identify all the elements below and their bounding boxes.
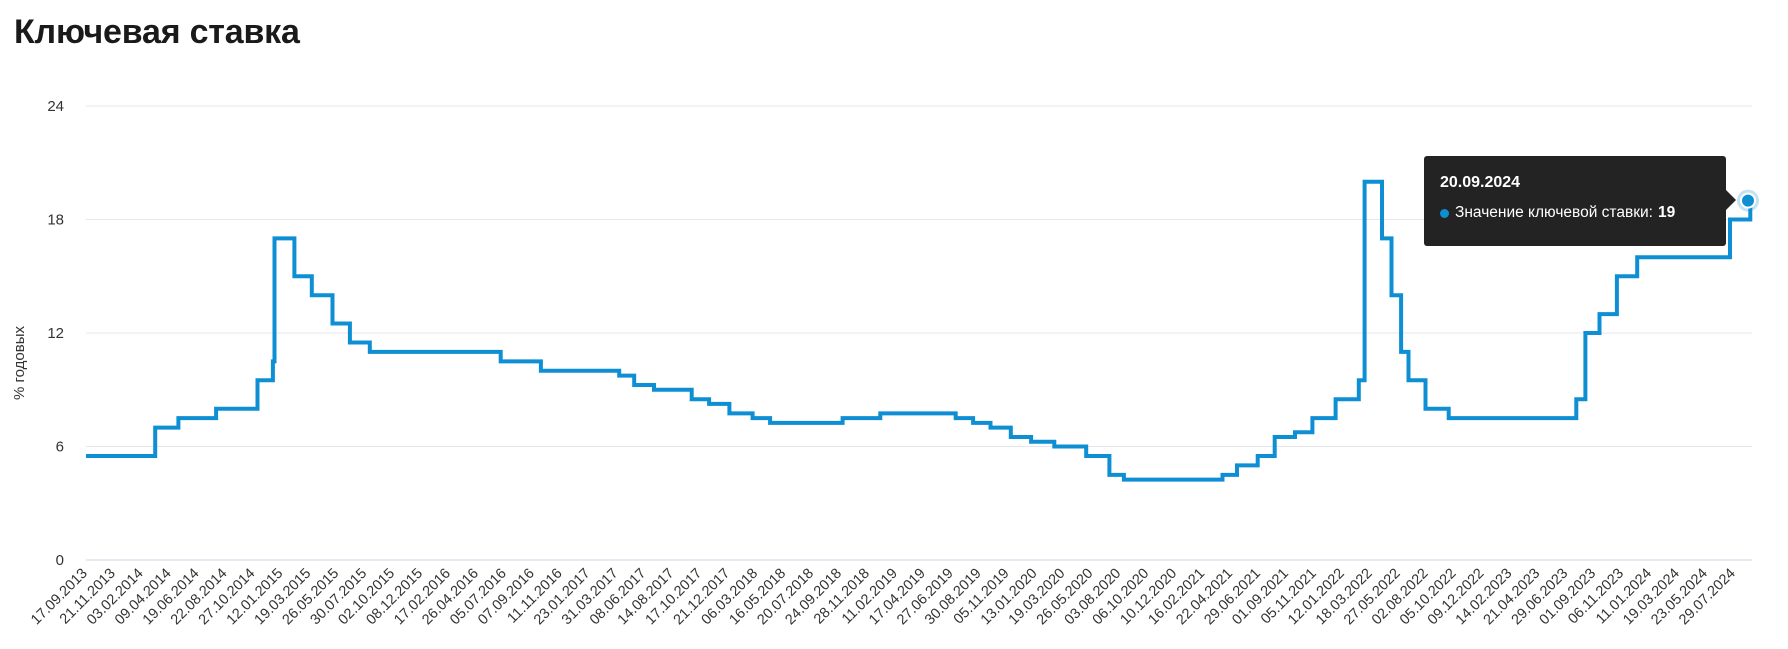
- x-axis-ticks: 17.09.201321.11.201303.02.201409.04.2014…: [28, 566, 1739, 629]
- hover-marker[interactable]: [1740, 192, 1756, 209]
- y-tick-label: 24: [47, 98, 64, 115]
- y-tick-label: 6: [56, 439, 64, 456]
- tooltip-row: Значение ключевой ставки: 19: [1440, 204, 1710, 222]
- series-line-key-rate: [86, 179, 1753, 482]
- y-axis-ticks: 0 6 12 18 24: [47, 98, 64, 569]
- gridlines: [86, 105, 1752, 561]
- page-title: Ключевая ставка: [14, 13, 300, 51]
- y-tick-label: 12: [47, 325, 64, 342]
- tooltip-date: 20.09.2024: [1440, 174, 1521, 191]
- chart-tooltip: 20.09.2024 Значение ключевой ставки: 19: [1424, 156, 1736, 246]
- tooltip-series-label: Значение ключевой ставки:: [1455, 204, 1653, 221]
- series-color-dot-icon: [1440, 208, 1449, 218]
- y-axis-label: % годовых: [11, 326, 28, 401]
- y-tick-label: 0: [56, 552, 64, 569]
- y-tick-label: 18: [47, 212, 64, 229]
- tooltip-value: 19: [1657, 204, 1676, 221]
